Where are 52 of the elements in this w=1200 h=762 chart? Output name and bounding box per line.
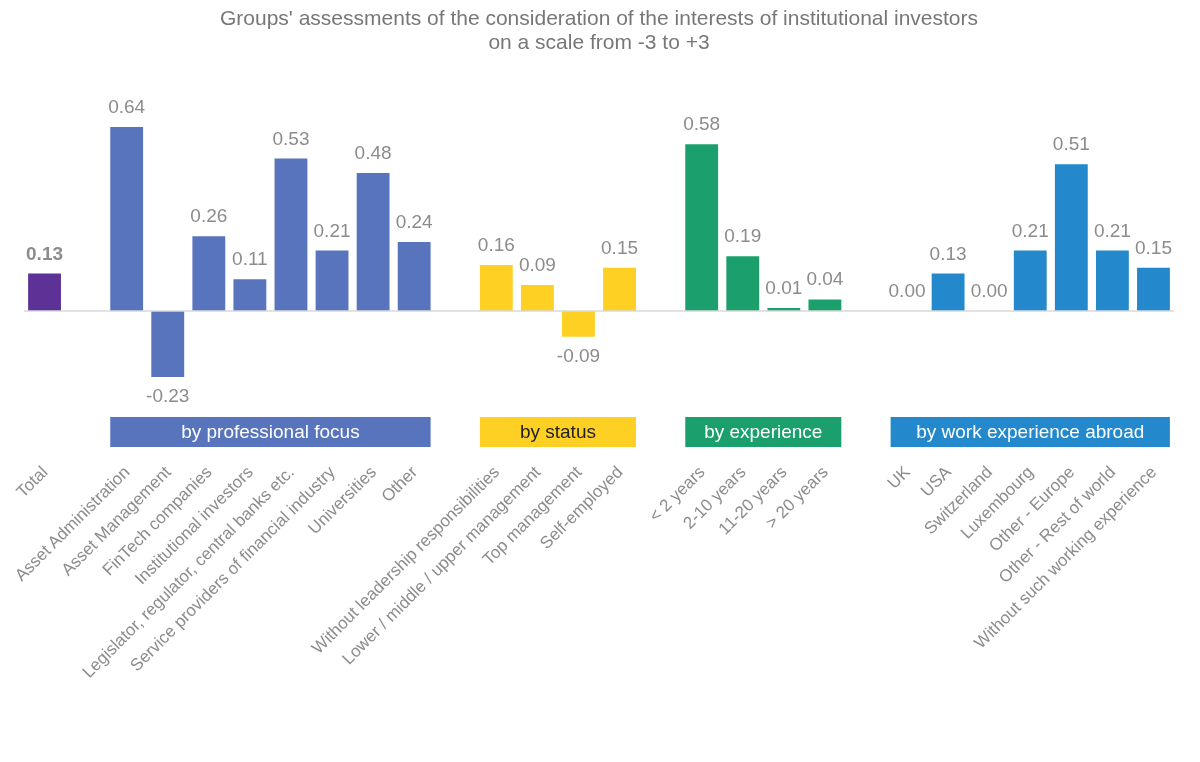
data-label: 0.58 (683, 113, 721, 135)
text: by professional focus (181, 421, 360, 442)
bar (397, 241, 431, 311)
data-label: 0.53 (272, 127, 310, 149)
data-label: 0.24 (395, 210, 434, 232)
bar (685, 144, 719, 311)
data-label: 0.16 (477, 233, 515, 255)
data-label: 0.51 (1052, 133, 1090, 155)
bar (1013, 250, 1047, 311)
bar (274, 158, 308, 311)
data-label: 0.04 (806, 268, 844, 290)
data-label: 0.15 (601, 236, 639, 258)
data-label: 0.19 (724, 225, 762, 247)
bar (28, 273, 61, 311)
data-label: 0.00 (888, 279, 926, 301)
bar (1095, 250, 1129, 311)
bar (192, 236, 226, 311)
bar (479, 264, 513, 311)
bar (603, 267, 636, 311)
bar (931, 273, 965, 311)
data-label: 0.21 (1093, 219, 1131, 241)
bar (1137, 267, 1170, 311)
text: by experience (704, 421, 823, 442)
chart-subtitle: on a scale from -3 to +3 (488, 30, 710, 53)
bar (726, 256, 760, 311)
bar (356, 172, 390, 311)
x-tick-label: UK (883, 461, 915, 493)
bar (110, 127, 144, 311)
data-label: 0.01 (765, 277, 803, 299)
data-label: 0.13 (929, 242, 967, 264)
bar (562, 310, 595, 337)
text: by work experience abroad (916, 421, 1145, 442)
bar (233, 279, 267, 311)
bar (315, 250, 349, 311)
data-label: 0.13 (26, 242, 64, 264)
data-label: 0.48 (354, 141, 392, 163)
bar (520, 285, 554, 311)
bar (808, 299, 842, 311)
data-label: -0.09 (556, 344, 601, 366)
bar (151, 310, 185, 377)
chart-title: Groups' assessments of the consideration of the interests of institutional investors (219, 6, 979, 29)
data-label: 0.00 (970, 279, 1008, 301)
data-label: 0.11 (232, 248, 268, 270)
text: by status (519, 421, 596, 442)
bar (1054, 164, 1088, 311)
data-label: 0.09 (518, 254, 556, 276)
data-label: -0.23 (146, 385, 190, 406)
data-label: 0.21 (313, 219, 351, 241)
data-label: 0.21 (1011, 219, 1049, 241)
data-label: 0.64 (108, 96, 146, 117)
data-label: 0.15 (1134, 236, 1172, 258)
data-label: 0.26 (190, 205, 228, 227)
